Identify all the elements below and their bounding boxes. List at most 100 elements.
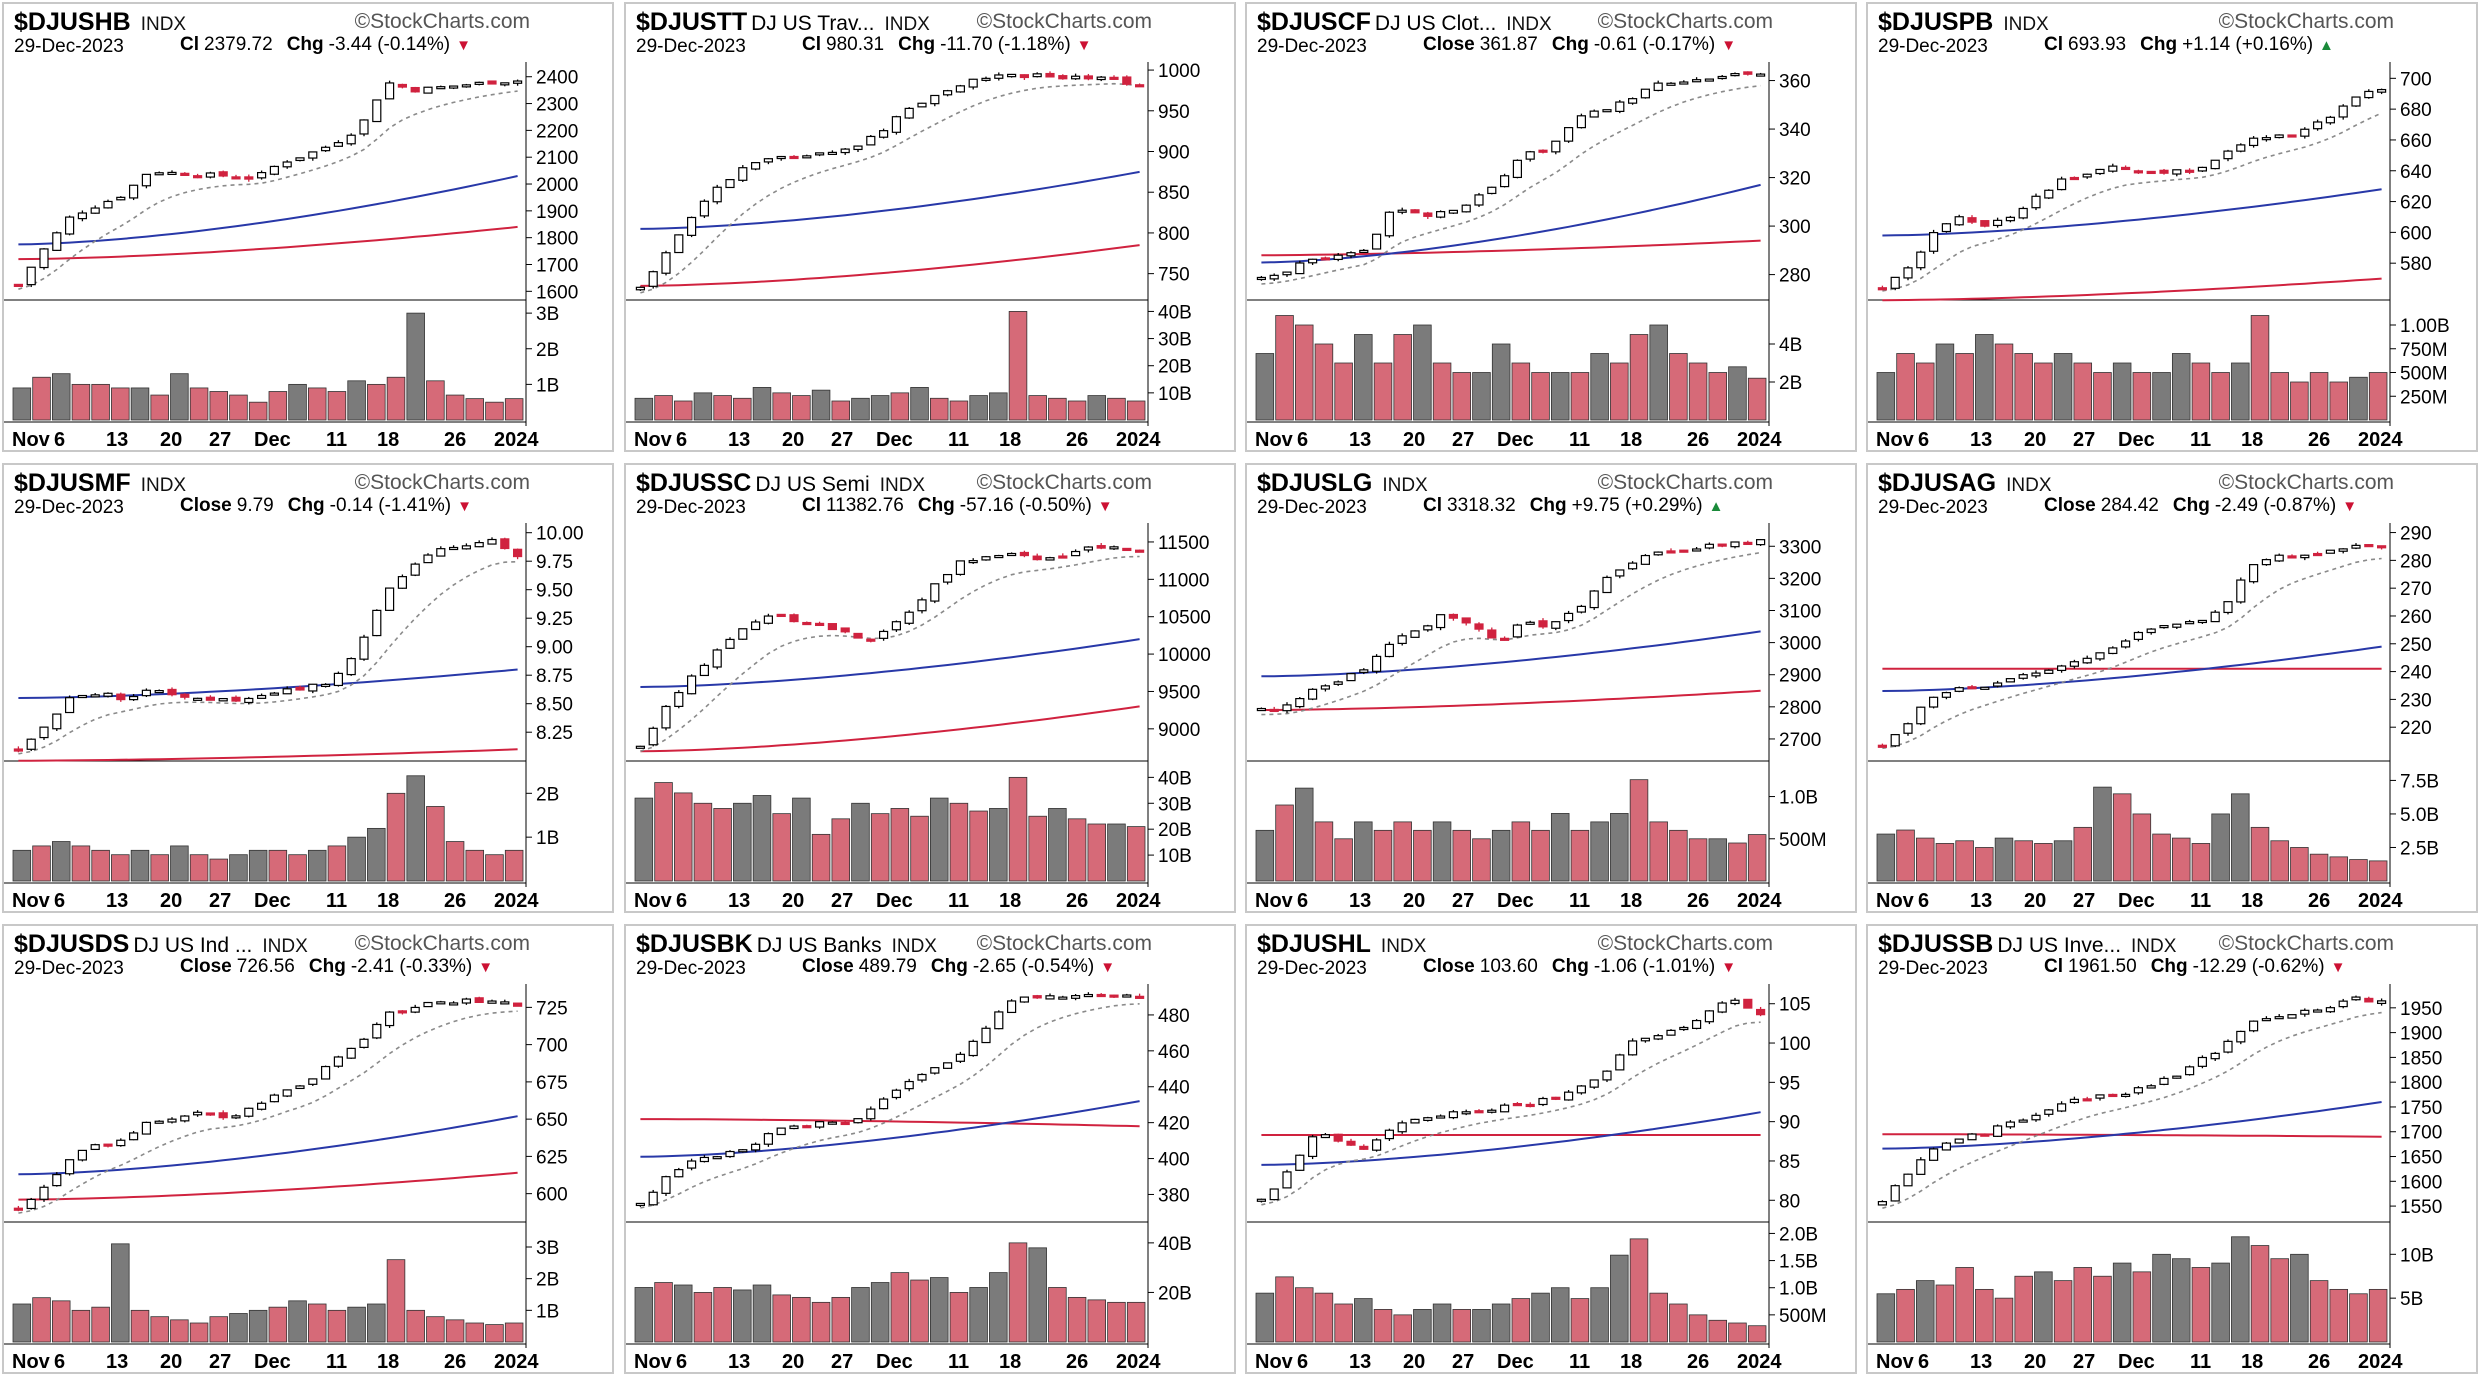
candle — [116, 1138, 126, 1147]
change-label: Chg — [2140, 34, 2178, 55]
price-tick-label: 100 — [1779, 1034, 1811, 1055]
volume-bar — [949, 1292, 969, 1343]
candle — [1551, 621, 1561, 631]
price-tick-label: 1600 — [2400, 1172, 2442, 1193]
volume-bar — [288, 854, 307, 882]
date-tick-label: 6 — [1297, 429, 1308, 451]
ticker-symbol: $DJUSBK DJ US Banks INDX — [636, 930, 937, 959]
candle — [1045, 556, 1055, 561]
quote-date: 29-Dec-2023 — [1878, 497, 1988, 518]
candle — [436, 546, 446, 557]
candle — [128, 693, 139, 701]
candle — [2031, 193, 2041, 211]
candle — [2133, 1086, 2143, 1095]
candle — [372, 609, 382, 637]
exchange-label: INDX — [262, 936, 308, 957]
candle — [2223, 149, 2233, 162]
date-tick-label: 20 — [1403, 890, 1425, 912]
volume-bar — [1975, 1288, 1994, 1343]
volume-bar — [189, 854, 209, 882]
volume-bar — [1896, 353, 1915, 421]
chart-header: $DJUSSC DJ US Semi INDX ©StockCharts.com 29-… — [626, 465, 1234, 525]
volume-bar — [890, 392, 910, 421]
candle — [1083, 992, 1093, 998]
candle — [1756, 1006, 1766, 1017]
up-triangle-icon: ▲ — [2319, 37, 2334, 54]
candle — [2197, 166, 2207, 172]
volume-bar — [870, 813, 890, 882]
close-label: Close — [1423, 34, 1475, 55]
date-tick-label: 18 — [377, 429, 399, 451]
volume-tick-label: 500M — [2400, 364, 2448, 385]
candle — [879, 629, 889, 641]
volume-bar — [386, 792, 406, 882]
volume-bar — [831, 818, 851, 882]
candle — [981, 76, 991, 82]
volume-bar — [2034, 1271, 2053, 1343]
candle — [853, 145, 863, 152]
candle — [2146, 628, 2156, 635]
candle — [231, 695, 241, 702]
quote-date: 29-Dec-2023 — [1257, 36, 1367, 57]
candle — [1628, 561, 1638, 570]
volume-bar — [2329, 856, 2349, 882]
candle — [1743, 540, 1753, 546]
volume-bar — [969, 395, 988, 421]
volume-bar — [1994, 343, 2014, 421]
volume-tick-label: 500M — [1779, 1306, 1827, 1327]
stockcharts-watermark: ©StockCharts.com — [1597, 471, 1773, 494]
price-tick-label: 250 — [2400, 635, 2432, 656]
volume-bar — [792, 797, 811, 882]
candle — [372, 1022, 382, 1040]
candle — [2018, 672, 2028, 680]
candle — [1640, 1037, 1650, 1043]
price-tick-label: 300 — [1779, 217, 1811, 238]
candle — [2364, 89, 2374, 99]
candle — [1602, 575, 1612, 594]
volume-bar — [654, 782, 673, 882]
candle — [410, 562, 420, 577]
volume-bar — [150, 394, 169, 421]
candle — [1423, 624, 1433, 632]
chart-panel: $DJUSLG INDX ©StockCharts.com 29-Dec-2023 Cl… — [1245, 463, 1857, 913]
close-value: 361.87 — [1479, 34, 1538, 55]
volume-bar — [2349, 1293, 2368, 1343]
date-tick-label: 2024 — [2358, 890, 2403, 912]
candle — [1474, 622, 1484, 632]
candle — [994, 1010, 1004, 1030]
exchange-label: INDX — [140, 475, 187, 496]
candle — [1512, 623, 1522, 638]
volume-bar — [2073, 362, 2093, 421]
candle — [1717, 1001, 1727, 1014]
candle — [1058, 553, 1068, 559]
volume-bar — [870, 395, 890, 421]
volume-bar — [811, 389, 831, 421]
volume-bar — [12, 849, 32, 882]
candle — [1704, 78, 1714, 82]
candle — [1045, 993, 1055, 1000]
quote-line: Cl 1961.50 Chg -12.29 (-0.62%) ▼ — [2044, 956, 2346, 978]
volume-bar — [1511, 1298, 1531, 1343]
volume-tick-label: 750M — [2400, 340, 2448, 361]
candle — [1333, 680, 1343, 686]
volume-bar — [2014, 353, 2033, 421]
candle — [385, 1011, 395, 1028]
volume-tick-label: 1.0B — [1779, 1279, 1818, 1300]
date-tick-label: 20 — [2024, 429, 2046, 451]
candle — [955, 560, 965, 576]
sma50-line — [1261, 183, 1761, 264]
date-tick-label: 18 — [2241, 1351, 2263, 1373]
quote-line: Cl 980.31 Chg -11.70 (-1.18%) ▼ — [802, 34, 1092, 56]
volume-tick-label: 5B — [2400, 1289, 2423, 1310]
candle — [1397, 207, 1407, 215]
volume-bar — [111, 1243, 130, 1343]
sma50-line — [1261, 1111, 1761, 1166]
volume-bar — [890, 808, 910, 882]
volume-tick-label: 2B — [536, 340, 559, 361]
candle — [1666, 1029, 1676, 1036]
candle — [359, 634, 369, 661]
candle — [891, 1088, 901, 1100]
volume-bar — [2171, 837, 2191, 882]
volume-tick-label: 1.0B — [1779, 788, 1818, 809]
